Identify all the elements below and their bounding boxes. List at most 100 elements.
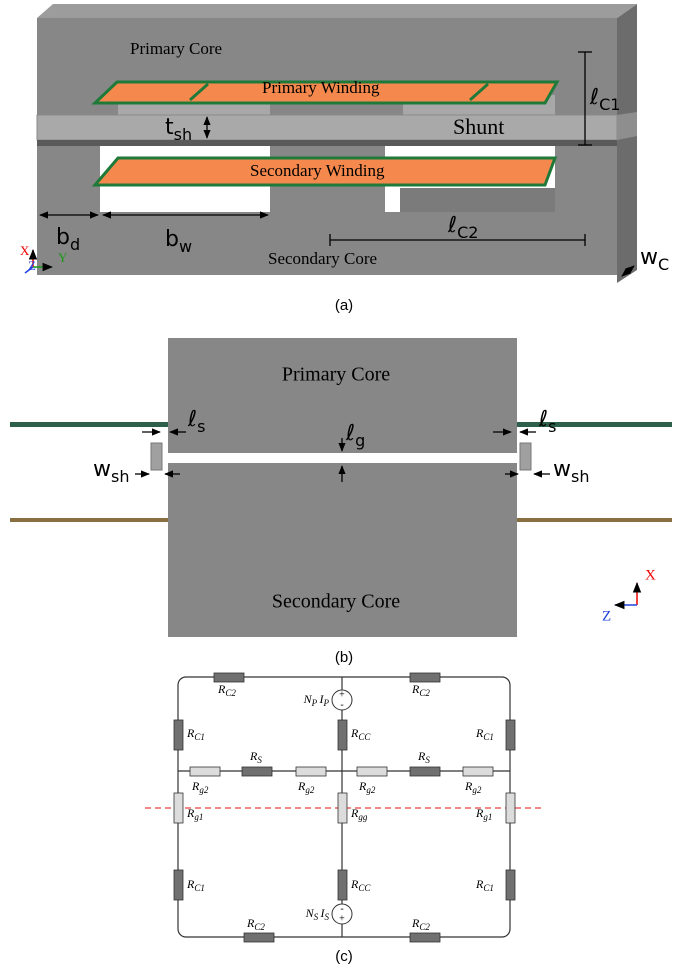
label: Primary Winding (262, 78, 380, 97)
resistor-label: RC1 (186, 726, 205, 742)
axis-label: X (645, 567, 656, 583)
symbol-sub: P (323, 698, 330, 708)
resistor (338, 793, 347, 823)
resistor (174, 720, 183, 750)
resistor-label: RS (417, 749, 430, 765)
resistor (506, 793, 515, 823)
symbol-sub: C2 (419, 688, 430, 698)
resistor (242, 767, 272, 776)
symbol-sub: s (197, 417, 205, 436)
shunt (151, 443, 162, 470)
axis-label: Z (28, 258, 36, 273)
symbol: wsh (553, 457, 589, 486)
resistor-label: Rg2 (464, 779, 482, 795)
symbol-sub: C2 (457, 223, 478, 242)
symbol-sub: S (257, 755, 262, 765)
resistor (506, 870, 515, 900)
resistor (338, 870, 347, 900)
gap (37, 140, 617, 146)
symbol-sub: g1 (483, 812, 492, 822)
resistor-label: RC1 (186, 877, 205, 893)
symbol-sub: P (311, 698, 318, 708)
label: Primary Core (130, 39, 222, 58)
symbol-base: ℓ (447, 213, 457, 238)
resistor (244, 933, 274, 942)
resistor (338, 720, 347, 750)
symbol-sub: gg (358, 812, 368, 822)
symbol-sub: C2 (225, 688, 236, 698)
axis-label: Y (58, 250, 68, 265)
symbol-base: t (165, 115, 174, 140)
label: Secondary Core (272, 591, 400, 613)
polarity: + (339, 913, 345, 924)
window-recess (400, 188, 555, 212)
shunt-side (617, 112, 637, 140)
symbol-sub: S (314, 912, 319, 922)
resistor (357, 767, 387, 776)
primary-core (168, 338, 517, 453)
symbol-sub: C2 (254, 922, 265, 932)
symbol-sub: C1 (599, 95, 620, 114)
resistor-label: RS (249, 749, 262, 765)
symbol-base: ℓ (589, 85, 599, 110)
symbol-sub: s (548, 417, 556, 436)
symbol-sub: g1 (194, 812, 203, 822)
symbol-sub: sh (174, 125, 192, 144)
resistor-label: RC2 (246, 916, 265, 932)
label: Shunt (453, 114, 504, 139)
resistor (214, 673, 244, 682)
resistor-label: Rg2 (297, 779, 315, 795)
resistor-label: Rg2 (191, 779, 209, 795)
symbol-base: ℓ (538, 407, 548, 432)
resistor (190, 767, 220, 776)
winding (517, 518, 672, 522)
resistor (296, 767, 326, 776)
label: Primary Core (282, 364, 390, 386)
resistor (410, 673, 440, 682)
label: Secondary Core (268, 249, 377, 268)
resistor-label: RC2 (217, 682, 236, 698)
panel-a: Primary Core Primary Winding Shunt Secon… (20, 4, 669, 314)
symbol-sub: g (355, 431, 365, 450)
symbol-base: w (553, 457, 571, 482)
symbol: ℓs (538, 407, 556, 436)
symbol-sub: g2 (199, 785, 209, 795)
shunt (520, 443, 531, 470)
shunt (37, 115, 617, 140)
resistor-label: RC2 (411, 916, 430, 932)
winding (10, 518, 168, 522)
symbol-sub: w (179, 237, 192, 256)
caption: (c) (335, 948, 353, 965)
symbol-sub: CC (358, 883, 371, 893)
symbol-sub: sh (111, 467, 129, 486)
resistor-label: RC2 (411, 682, 430, 698)
resistor-label: Rg2 (358, 779, 376, 795)
symbol-sub: C2 (419, 922, 430, 932)
symbol: wsh (93, 457, 129, 486)
resistor-label: RC1 (475, 726, 494, 742)
symbol-sub: g2 (366, 785, 376, 795)
resistor-label: RCC (350, 877, 371, 893)
polarity: - (340, 699, 343, 710)
caption: (b) (335, 649, 353, 666)
resistors-light (174, 767, 515, 823)
symbol-sub: C1 (483, 732, 494, 742)
symbol-base: w (93, 457, 111, 482)
symbol-base: b (165, 227, 179, 252)
resistor (463, 767, 493, 776)
axis-label: Z (602, 608, 611, 624)
symbol-sub: C1 (483, 883, 494, 893)
symbol-sub: C (658, 255, 669, 274)
resistor-label: RCC (350, 726, 371, 742)
symbol-sub: CC (358, 732, 371, 742)
resistor (174, 870, 183, 900)
symbol-base: ℓ (345, 421, 355, 446)
axis-label: X (20, 243, 30, 258)
symbol-base: w (640, 245, 658, 270)
symbol-sub: g2 (305, 785, 315, 795)
resistor-label: RC1 (475, 877, 494, 893)
label: Secondary Winding (250, 161, 385, 180)
